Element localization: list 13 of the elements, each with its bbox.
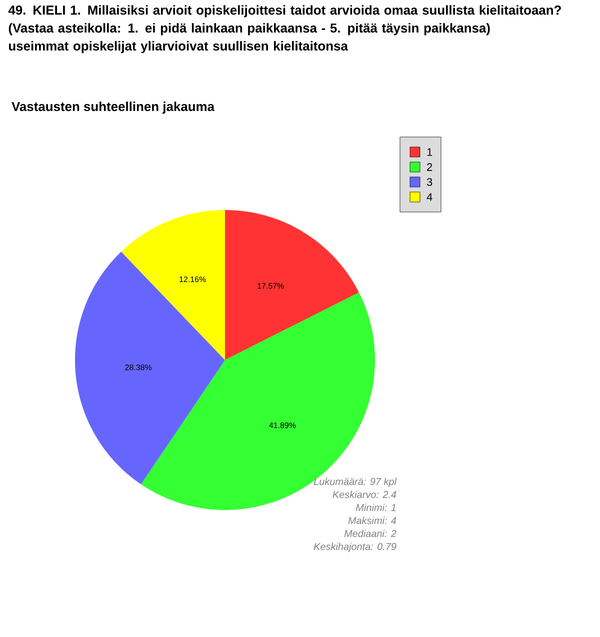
text: Keskihajonta: 0.79: [314, 542, 396, 552]
chart-subtitle: useimmat opiskelijat yliarvioivat suullisen kielitaitonsa: [8, 41, 348, 54]
legend-label: 2: [427, 163, 432, 171]
chart-title: 49. KIELI 1. Millaisiksi arvioit opiskelijoittesi taidot arvioida omaa suullista kielitaitoaan? (Vastaa asteikolla: 1. ei pidä lainkaan paikkaansa - 5. pitää täysin paikkansa): [8, 5, 561, 36]
text: Keskiarvo: 2.4: [332, 490, 396, 498]
text: Maksimi: 4: [348, 516, 396, 524]
legend-label: 4: [426, 193, 432, 201]
text: Vastausten suhteellinen jakauma: [12, 102, 215, 114]
text: Lukumäärä: 97 kpl: [314, 478, 397, 488]
legend-label: 1: [427, 148, 432, 156]
text: Minimi: 1: [356, 504, 396, 511]
legend-label: 3: [426, 178, 432, 186]
text: Mediaani: 2: [344, 530, 396, 538]
